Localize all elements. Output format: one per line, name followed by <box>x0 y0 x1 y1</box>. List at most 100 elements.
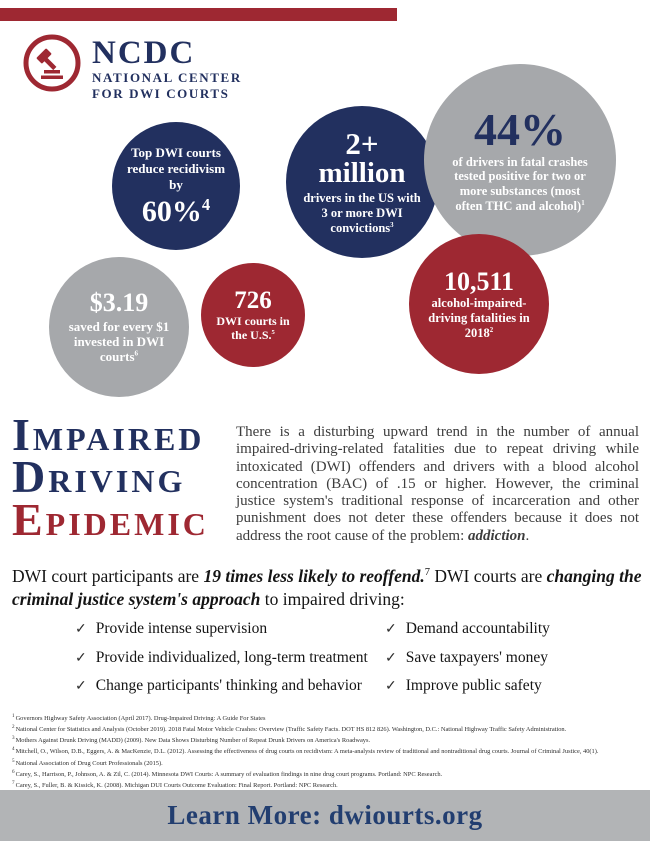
stat-number: $3.19 <box>89 288 149 318</box>
logo-name-line2: FOR DWI COURTS <box>92 85 230 101</box>
list-item: ✓ Provide individualized, long-term treat… <box>75 649 375 669</box>
list-item-label: Change participants' thinking and behavi… <box>95 677 362 695</box>
statement-text: DWI court participants are <box>12 566 204 586</box>
intro-text: There is a disturbing upward trend in th… <box>236 424 639 544</box>
check-icon: ✓ <box>385 622 397 637</box>
footnote: 4Mitchell, O., Wilson, D.B., Eggers, A. … <box>12 745 644 756</box>
intro-emphasis: addiction <box>468 527 526 544</box>
stat-number: 10,511 <box>443 266 515 296</box>
top-accent-bar <box>0 8 397 21</box>
page-title: Impaired Driving Epidemic <box>12 409 209 545</box>
footer-text: Learn More: dwiourts.org <box>167 800 482 831</box>
list-item: ✓ Save taxpayers' money <box>385 649 635 669</box>
footnotes-section: 1Governors Highway Safety Association (A… <box>12 712 644 790</box>
footnote-number: 4 <box>12 746 15 753</box>
title-line-epidemic: Epidemic <box>12 493 209 545</box>
check-icon: ✓ <box>75 650 87 666</box>
footnote-number: 7 <box>12 779 15 786</box>
list-item-label: Demand accountability <box>405 620 550 637</box>
logo-name-line1: NATIONAL CENTER <box>92 70 242 85</box>
logo-acronym: NCDC <box>92 35 196 71</box>
checklist-right-column: ✓ Demand accountability ✓ Save taxpayers' … <box>385 620 635 706</box>
stat-bubble-recidivism: Top DWI courts reduce recidivism by 60%4 <box>112 122 240 250</box>
title-line-driving: Driving <box>12 451 186 503</box>
list-item: ✓ Demand accountability <box>385 620 635 640</box>
list-item-label: Improve public safety <box>405 677 542 695</box>
intro-paragraph: There is a disturbing upward trend in th… <box>236 424 639 545</box>
checklist-left-column: ✓ Provide intense supervision ✓ Provide in… <box>75 620 375 706</box>
footnote-text: Mothers Against Drunk Driving (MADD) (20… <box>15 737 371 745</box>
footnote-text: Carey, S., Fuller, B. & Kissick, K. (200… <box>15 781 338 789</box>
footnote-text: Governors Highway Safety Association (Ap… <box>15 715 266 723</box>
stat-number: 726 <box>234 286 272 314</box>
stat-text: DWI courts in the U.S.5 <box>211 314 295 342</box>
stat-bubble-savings: $3.19 saved for every $1 invested in DWI… <box>49 257 189 397</box>
footnote-marker: 1 <box>581 199 585 207</box>
statement-text: to impaired driving: <box>260 588 405 609</box>
footnote-text: Mitchell, O., Wilson, D.B., Eggers, A. &… <box>15 748 599 756</box>
footnote-number: 2 <box>12 724 15 731</box>
list-item: ✓ Improve public safety <box>385 677 635 697</box>
stat-text: of drivers in fatal crashes tested posit… <box>446 155 594 214</box>
stat-bubble-2-million: 2+ million drivers in the US with 3 or m… <box>286 106 438 258</box>
statement-dot: . <box>420 566 425 586</box>
check-icon: ✓ <box>75 622 87 637</box>
footnote-marker: 7 <box>424 567 431 579</box>
statement-emphasis-2: changing the criminal justice system's a… <box>12 566 642 609</box>
learn-more-label: Learn More: <box>167 800 329 830</box>
intro-end: . <box>525 527 530 544</box>
stat-text: drivers in the US with 3 or more DWI con… <box>300 191 424 235</box>
footnote-marker: 3 <box>390 221 394 229</box>
stat-text-span: drivers in the US with 3 or more DWI con… <box>303 191 421 235</box>
footnote-number: 5 <box>12 757 15 764</box>
stat-text-span: alcohol-impaired-driving fatalities in 2… <box>428 296 530 340</box>
stat-bubble-44-percent: 44% of drivers in fatal crashes tested p… <box>424 64 616 256</box>
list-item-label: Provide individualized, long-term treatm… <box>95 648 368 666</box>
check-icon: ✓ <box>385 650 397 666</box>
stat-text-span: of drivers in fatal crashes tested posit… <box>452 154 588 213</box>
check-icon: ✓ <box>385 679 397 695</box>
stat-text: saved for every $1 invested in DWI court… <box>67 319 171 365</box>
title-line-impaired: Impaired <box>12 409 205 460</box>
stat-number: 2+ <box>345 126 379 162</box>
list-item: ✓ Provide intense supervision <box>75 620 375 640</box>
stat-text: Top DWI courts reduce recidivism by <box>126 144 226 193</box>
stat-number: 60% <box>141 194 202 228</box>
footer-bar: Learn More: dwiourts.org <box>0 790 650 841</box>
list-item-label: Provide intense supervision <box>95 620 268 637</box>
footnote-marker: 5 <box>271 329 275 337</box>
stat-number: million <box>318 157 406 190</box>
footnote-text: National Association of Drug Court Profe… <box>15 759 163 767</box>
footnote-number: 1 <box>12 713 15 719</box>
footnote-marker: 4 <box>201 194 211 214</box>
list-item: ✓ Change participants' thinking and behav… <box>75 677 375 697</box>
ncdc-logo: NCDC NATIONAL CENTER FOR DWI COURTS <box>22 33 242 102</box>
stat-text-span: DWI courts in the U.S. <box>216 313 290 343</box>
footnote: 6Carey, S., Harrison, P., Johnson, A. & … <box>12 768 644 779</box>
footnote-marker: 6 <box>134 349 139 358</box>
logo-text: NCDC NATIONAL CENTER FOR DWI COURTS <box>92 33 242 102</box>
stat-bubble-726-courts: 726 DWI courts in the U.S.5 <box>201 263 305 367</box>
stat-text: alcohol-impaired-driving fatalities in 2… <box>427 296 531 340</box>
footnote: 3Mothers Against Drunk Driving (MADD) (2… <box>12 734 644 745</box>
stat-value: 60%4 <box>141 194 211 228</box>
footnote-number: 3 <box>12 735 15 742</box>
stat-bubble-fatalities: 10,511 alcohol-impaired-driving fataliti… <box>409 234 549 374</box>
footnote-number: 6 <box>12 768 15 775</box>
statement-emphasis-1: 19 times less likely to reoffend <box>203 566 421 586</box>
ncdc-gavel-logo-icon <box>23 34 81 92</box>
footnote: 5National Association of Drug Court Prof… <box>12 757 644 768</box>
footnote-text: Carey, S., Harrison, P., Johnson, A. & Z… <box>15 770 443 778</box>
list-item-label: Save taxpayers' money <box>405 648 548 666</box>
footnote-marker: 2 <box>489 326 494 334</box>
stat-number: 44% <box>474 103 566 155</box>
website-link[interactable]: dwiourts.org <box>328 800 483 830</box>
key-statement: DWI court participants are 19 times less… <box>12 565 642 611</box>
footnote: 2National Center for Statistics and Anal… <box>12 723 644 734</box>
footnote: 7Carey, S., Fuller, B. & Kissick, K. (20… <box>12 779 644 790</box>
footnote-text: National Center for Statistics and Analy… <box>15 726 567 734</box>
stat-text-span: saved for every $1 invested in DWI court… <box>68 318 170 365</box>
statement-text: DWI courts are <box>430 566 547 586</box>
check-icon: ✓ <box>75 679 87 695</box>
